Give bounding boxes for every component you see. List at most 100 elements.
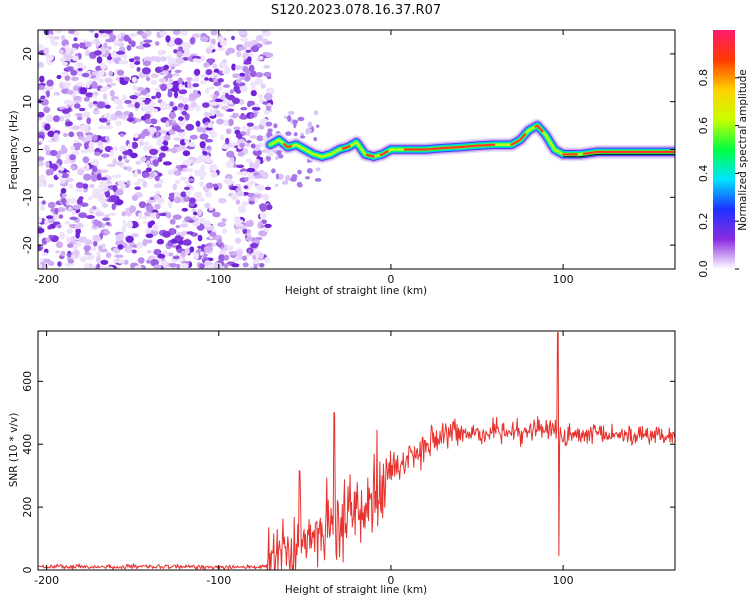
noise-blob	[173, 72, 180, 77]
noise-blob	[63, 112, 72, 119]
noise-blob	[238, 30, 248, 36]
noise-blob	[89, 183, 95, 189]
noise-blob	[235, 190, 245, 197]
noise-blob	[96, 263, 101, 269]
noise-blob	[178, 164, 188, 169]
noise-blob	[83, 96, 90, 102]
noise-blob	[190, 102, 197, 108]
spectrogram-heatmap	[38, 30, 675, 269]
noise-blob	[92, 91, 99, 96]
noise-blob	[157, 156, 163, 162]
noise-blob	[106, 163, 116, 168]
noise-blob	[212, 63, 218, 69]
noise-blob	[147, 127, 157, 133]
noise-blob	[90, 160, 99, 166]
noise-blob	[129, 152, 138, 159]
noise-blob	[57, 261, 62, 267]
noise-blob	[203, 220, 211, 228]
noise-blob	[98, 184, 107, 190]
noise-blob	[59, 56, 67, 63]
noise-blob	[93, 219, 99, 226]
noise-blob	[205, 87, 210, 95]
noise-blob	[149, 196, 155, 201]
noise-blob	[162, 161, 172, 166]
noise-blob	[238, 76, 246, 81]
noise-blob	[122, 219, 127, 225]
noise-blob	[159, 101, 168, 109]
scatter-blob	[282, 180, 289, 185]
noise-blob	[246, 167, 256, 173]
noise-blob	[136, 87, 145, 92]
noise-blob	[192, 221, 201, 227]
noise-blob	[154, 175, 160, 182]
noise-blob	[193, 211, 198, 216]
noise-blob	[249, 125, 254, 130]
ridge-hot-core	[534, 124, 544, 133]
noise-blob	[176, 263, 181, 269]
noise-blob	[80, 149, 89, 154]
colorbar-tick-label: 0.8	[697, 69, 710, 87]
noise-blob	[237, 151, 245, 157]
noise-blob	[209, 43, 215, 51]
noise-blob	[245, 49, 252, 53]
colorbar-label: Normalized spectral amplitude	[737, 69, 749, 230]
ridge-hot-core	[341, 145, 351, 150]
noise-blob	[226, 150, 235, 158]
noise-blob	[96, 212, 105, 217]
noise-blob	[150, 118, 158, 125]
noise-blob	[72, 55, 79, 62]
spectrogram-x-axis-label: Height of straight line (km)	[285, 285, 427, 297]
noise-blob	[41, 200, 46, 205]
noise-blob	[240, 201, 248, 207]
snr-panel: -200 -100 0 100 0 200 400 600 Height of straig…	[8, 330, 676, 596]
noise-blob	[70, 69, 78, 76]
noise-blob	[50, 208, 55, 213]
noise-blob	[46, 215, 54, 219]
noise-blob	[242, 125, 247, 131]
noise-blob	[246, 140, 252, 144]
noise-blob	[249, 135, 258, 139]
noise-blob	[131, 76, 138, 83]
noise-blob	[177, 145, 188, 151]
noise-blob	[239, 85, 248, 92]
noise-blob	[262, 101, 269, 105]
noise-blob	[159, 129, 167, 134]
noise-blob	[73, 224, 82, 230]
noise-blob	[146, 259, 151, 264]
ridge-hot-core	[403, 143, 496, 151]
noise-blob	[156, 212, 161, 220]
noise-blob	[176, 51, 183, 58]
noise-blob	[103, 30, 113, 34]
noise-blob	[157, 135, 165, 143]
noise-blob	[124, 183, 130, 188]
scatter-blob	[276, 150, 282, 156]
noise-blob	[217, 197, 227, 204]
noise-blob	[175, 58, 185, 64]
noise-blob	[62, 132, 68, 138]
noise-blob	[210, 101, 218, 106]
noise-blob	[153, 183, 163, 188]
noise-blob	[165, 35, 171, 43]
noise-blob	[166, 55, 172, 60]
noise-blob	[124, 159, 130, 164]
noise-blob	[204, 191, 212, 198]
noise-blob	[182, 42, 192, 49]
noise-blob	[98, 245, 103, 252]
x-tick-label: 100	[553, 273, 574, 286]
noise-blob	[119, 145, 127, 152]
noise-blob	[169, 101, 174, 107]
noise-blob	[64, 44, 69, 51]
noise-blob	[121, 53, 128, 60]
noise-blob	[172, 183, 177, 191]
noise-blob	[173, 91, 179, 99]
noise-blob	[85, 92, 94, 98]
noise-blob	[239, 72, 246, 77]
noise-blob	[77, 72, 84, 77]
noise-blob	[136, 67, 141, 72]
noise-blob	[239, 114, 248, 120]
noise-blob	[243, 74, 251, 82]
noise-blob	[205, 69, 213, 76]
noise-blob	[116, 33, 122, 40]
noise-blob	[148, 144, 153, 148]
